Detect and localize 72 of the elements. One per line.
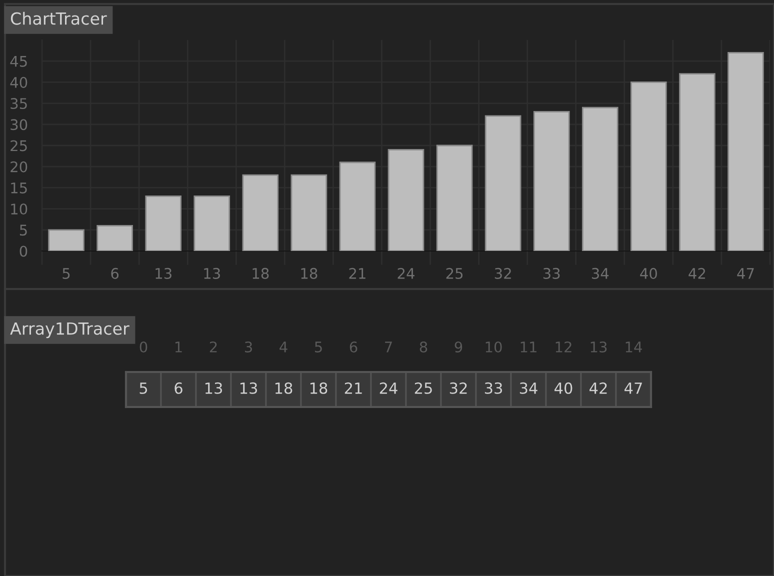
bar bbox=[679, 73, 716, 251]
bar bbox=[145, 195, 182, 251]
x-tick-label: 13 bbox=[590, 341, 607, 353]
chart-title: Array1DTracer bbox=[10, 322, 130, 338]
x-tick-label: 3 bbox=[244, 341, 252, 353]
data-label: 18 bbox=[275, 382, 292, 394]
x-tick-label: 14 bbox=[626, 342, 642, 352]
data-label: 24 bbox=[380, 382, 398, 394]
x-tick-label: 32 bbox=[494, 268, 511, 279]
y-tick-label: 45 bbox=[10, 56, 27, 67]
x-tick-label: 47 bbox=[737, 268, 754, 279]
x-tick-label: 2 bbox=[210, 341, 217, 352]
bar bbox=[290, 174, 328, 251]
bar bbox=[533, 111, 570, 251]
x-tick-label: 34 bbox=[592, 268, 609, 279]
y-tick-label: 10 bbox=[11, 204, 28, 215]
data-label: 6 bbox=[174, 382, 182, 394]
data-label: 32 bbox=[450, 382, 467, 394]
bar bbox=[630, 82, 667, 251]
x-tick-label: 6 bbox=[350, 341, 358, 353]
bar bbox=[242, 174, 279, 251]
x-tick-label: 24 bbox=[398, 268, 414, 279]
data-label: 40 bbox=[554, 382, 572, 394]
bar bbox=[96, 224, 133, 251]
x-tick-label: 5 bbox=[62, 268, 70, 279]
data-label: 25 bbox=[414, 382, 432, 394]
x-tick-label: 13 bbox=[204, 268, 220, 279]
x-tick-label: 12 bbox=[556, 341, 572, 352]
y-tick-label: 20 bbox=[10, 161, 28, 172]
bar bbox=[194, 195, 230, 251]
x-tick-label: 40 bbox=[640, 268, 657, 279]
data-label: 13 bbox=[205, 382, 222, 394]
x-tick-label: 1 bbox=[175, 342, 182, 352]
y-tick-label: 15 bbox=[11, 182, 27, 194]
y-tick-label: 0 bbox=[20, 246, 28, 257]
x-tick-label: 4 bbox=[280, 342, 288, 352]
x-tick-label: 6 bbox=[111, 268, 119, 279]
data-label: 34 bbox=[520, 382, 538, 394]
y-tick-label: 25 bbox=[10, 140, 27, 152]
data-label: 5 bbox=[140, 382, 148, 394]
x-tick-label: 13 bbox=[156, 268, 172, 279]
x-tick-label: 10 bbox=[486, 341, 502, 353]
x-tick-label: 21 bbox=[349, 268, 366, 279]
y-tick-label: 40 bbox=[10, 76, 28, 88]
x-tick-label: 42 bbox=[688, 268, 706, 279]
x-tick-label: 8 bbox=[420, 341, 428, 353]
data-label: 42 bbox=[590, 382, 607, 394]
data-label: 13 bbox=[240, 382, 257, 394]
data-label: 47 bbox=[624, 382, 642, 394]
x-tick-label: 9 bbox=[454, 341, 462, 353]
bar bbox=[388, 149, 424, 251]
bar bbox=[484, 115, 522, 251]
x-tick-label: 5 bbox=[314, 342, 322, 353]
chart-title: ChartTracer bbox=[10, 12, 107, 25]
x-tick-label: 33 bbox=[543, 268, 560, 279]
x-tick-label: 11 bbox=[520, 342, 536, 352]
x-tick-label: 0 bbox=[140, 341, 148, 353]
bar bbox=[48, 229, 84, 251]
bar bbox=[436, 144, 473, 251]
bar bbox=[728, 52, 764, 251]
x-tick-label: 18 bbox=[301, 268, 318, 279]
data-label: 33 bbox=[484, 382, 502, 394]
x-tick-label: 18 bbox=[252, 268, 269, 279]
bar bbox=[339, 162, 376, 251]
data-label: 18 bbox=[310, 382, 328, 394]
y-tick-label: 30 bbox=[10, 119, 28, 130]
data-label: 21 bbox=[344, 382, 362, 394]
x-tick-label: 7 bbox=[385, 342, 392, 352]
x-tick-label: 25 bbox=[446, 268, 463, 279]
bar bbox=[582, 106, 618, 251]
y-tick-label: 5 bbox=[20, 224, 27, 236]
y-tick-label: 35 bbox=[10, 98, 27, 110]
